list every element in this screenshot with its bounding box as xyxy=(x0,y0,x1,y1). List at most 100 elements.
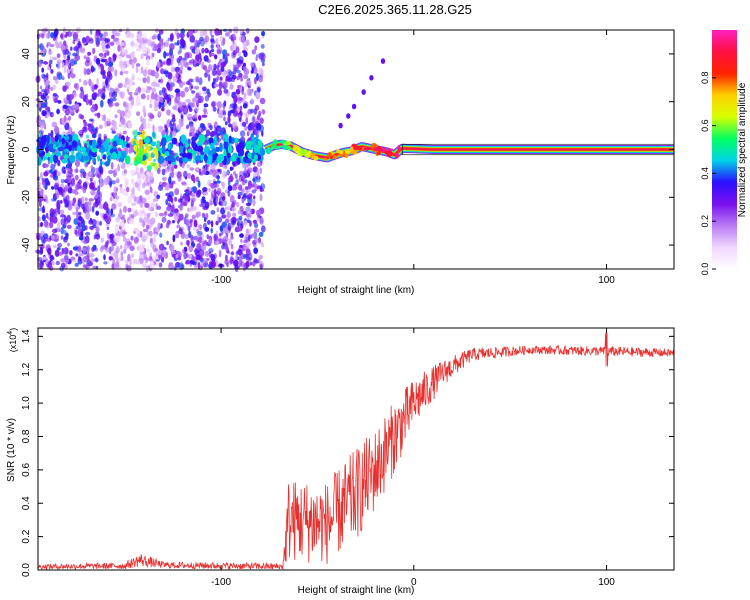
noise-blob xyxy=(210,227,213,234)
noise-blob xyxy=(152,236,156,244)
noise-blob xyxy=(52,56,58,61)
noise-blob xyxy=(60,214,66,218)
noise-blob xyxy=(166,83,171,91)
noise-blob xyxy=(209,52,215,57)
noise-blob xyxy=(158,101,162,109)
noise-blob xyxy=(245,189,249,196)
noise-blob xyxy=(65,200,70,208)
noise-blob xyxy=(206,88,210,95)
noise-blob xyxy=(215,221,219,226)
noise-blob xyxy=(204,47,209,54)
noise-blob xyxy=(133,258,138,264)
noise-blob xyxy=(213,234,218,241)
noise-blob xyxy=(185,239,190,246)
noise-blob xyxy=(136,200,142,205)
noise-blob xyxy=(169,43,175,51)
noise-blob xyxy=(249,108,255,114)
noise-blob xyxy=(194,75,200,83)
noise-blob xyxy=(126,84,132,90)
noise-blob xyxy=(164,125,168,133)
noise-blob xyxy=(138,247,145,253)
noise-blob xyxy=(202,29,208,36)
noise-blob xyxy=(38,200,42,208)
noise-blob xyxy=(57,186,63,193)
noise-blob xyxy=(65,59,69,67)
noise-blob xyxy=(84,163,88,168)
noise-blob xyxy=(161,176,167,181)
noise-blob xyxy=(60,258,66,263)
snr-ytick-label: 0.8 xyxy=(21,429,32,443)
noise-blob xyxy=(217,168,221,173)
noise-blob xyxy=(120,251,124,257)
noise-blob xyxy=(57,242,63,248)
noise-blob xyxy=(185,80,191,86)
noise-band-blob xyxy=(86,141,90,148)
noise-blob xyxy=(144,233,149,241)
noise-blob xyxy=(126,264,132,272)
noise-blob xyxy=(203,55,209,62)
noise-blob xyxy=(122,130,127,135)
noise-blob xyxy=(163,101,168,107)
noise-blob xyxy=(223,100,227,107)
noise-blob xyxy=(131,73,135,81)
noise-blob xyxy=(241,99,246,103)
noise-blob xyxy=(48,221,54,229)
noise-blob xyxy=(260,185,263,192)
noise-band-blob xyxy=(61,137,65,145)
noise-blob xyxy=(259,117,264,124)
noise-blob xyxy=(95,198,99,204)
noise-blob xyxy=(143,212,147,218)
noise-blob xyxy=(238,258,243,267)
noise-blob xyxy=(90,165,94,169)
spectrogram-xlabel: Height of straight line (km) xyxy=(298,285,415,296)
noise-blob xyxy=(169,33,174,41)
noise-blob xyxy=(133,211,139,216)
noise-blob xyxy=(167,194,173,202)
noise-blob xyxy=(244,179,248,184)
noise-blob xyxy=(154,92,158,100)
noise-blob xyxy=(57,100,62,104)
noise-blob xyxy=(179,121,184,128)
noise-band-blob xyxy=(236,157,241,165)
noise-blob xyxy=(252,176,257,185)
noise-blob xyxy=(88,253,95,258)
noise-blob xyxy=(227,190,231,197)
noise-blob xyxy=(103,254,106,261)
noise-blob xyxy=(100,237,104,243)
noise-blob xyxy=(262,62,265,67)
noise-blob xyxy=(95,233,100,240)
noise-blob xyxy=(153,233,158,238)
noise-blob xyxy=(89,182,95,190)
noise-blob xyxy=(117,163,121,172)
figure-title: C2E6.2025.365.11.28.G25 xyxy=(318,2,472,17)
noise-blob xyxy=(158,162,162,169)
noise-blob xyxy=(116,176,120,184)
noise-band-blob xyxy=(200,156,204,161)
noise-blob xyxy=(96,77,99,86)
noise-blob xyxy=(83,80,88,86)
noise-band-blob xyxy=(76,145,81,153)
noise-blob xyxy=(123,83,128,88)
noise-band-blob xyxy=(91,147,98,153)
noise-blob xyxy=(50,69,54,74)
noise-blob xyxy=(235,88,241,95)
noise-band-blob xyxy=(203,154,208,162)
noise-blob xyxy=(90,189,96,196)
noise-blob xyxy=(226,211,231,219)
noise-blob xyxy=(226,169,230,176)
noise-band-blob xyxy=(102,154,107,160)
noise-blob xyxy=(178,69,183,75)
noise-blob xyxy=(170,204,175,213)
noise-blob xyxy=(110,162,114,170)
noise-blob xyxy=(100,99,104,108)
noise-blob xyxy=(85,97,89,106)
noise-blob xyxy=(195,190,201,198)
noise-band-blob xyxy=(145,146,151,151)
noise-blob xyxy=(167,72,173,80)
noise-blob xyxy=(129,94,133,101)
noise-blob xyxy=(241,198,245,204)
spur-point xyxy=(380,58,386,64)
noise-band-blob xyxy=(213,139,217,145)
noise-blob xyxy=(155,82,160,88)
noise-blob xyxy=(78,236,84,241)
